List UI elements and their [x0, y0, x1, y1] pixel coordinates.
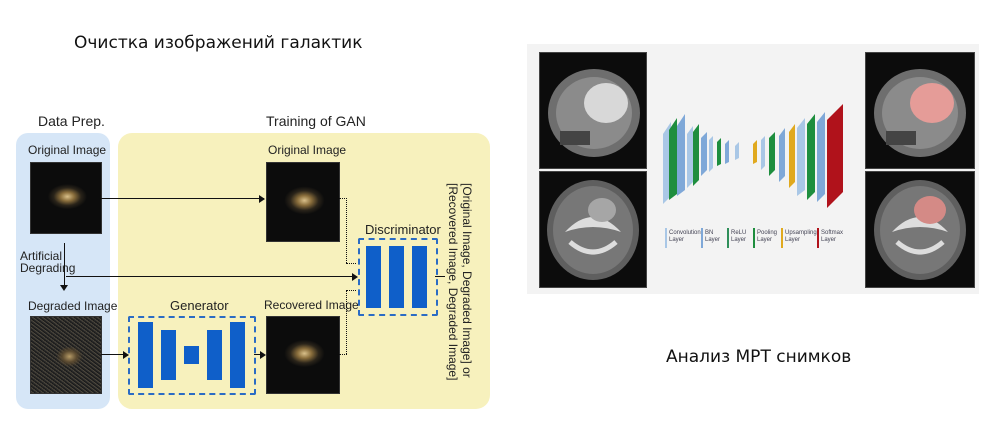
- original-to-discriminator-dotted-h: [346, 263, 356, 264]
- original-to-training-line: [101, 198, 264, 199]
- unet-legend: Convolution Layer BN Layer ReLU Layer Po…: [665, 228, 855, 252]
- legend-label: BN Layer: [705, 230, 721, 243]
- legend-swatch: [753, 228, 755, 248]
- legend-label: ReLU Layer: [731, 230, 747, 243]
- original-to-training-arrowhead: [259, 195, 265, 203]
- brain-axial-icon: [547, 180, 639, 280]
- discriminator-output-text-2: [Recovered Image, Degraded Image]: [446, 183, 460, 381]
- original-image-label: Original Image: [28, 143, 107, 157]
- discriminator-output-line: [435, 276, 445, 277]
- original-galaxy-image-2: [266, 162, 340, 242]
- gan-training-label: Training of GAN: [266, 113, 366, 129]
- recovered-galaxy-image: [266, 316, 340, 394]
- unet-encoder: [663, 114, 739, 204]
- degraded-to-generator-arrowhead: [123, 351, 129, 359]
- generator-box: [128, 316, 256, 395]
- legend-swatch: [817, 228, 819, 248]
- legend-label: Softmax Layer: [821, 230, 844, 243]
- discriminator-layer-3: [412, 246, 427, 308]
- legend-label: Convolution Layer: [669, 230, 701, 243]
- artificial-degrading-label: Artificial Degrading: [20, 249, 76, 275]
- degrading-arrowhead: [60, 285, 68, 291]
- generator-layer-5: [230, 322, 245, 388]
- degrading-arrow: [64, 243, 65, 287]
- legend-swatch: [781, 228, 783, 248]
- legend-swatch: [727, 228, 729, 248]
- generator-to-recovered-arrowhead: [260, 351, 266, 359]
- unet-decoder: [753, 104, 843, 208]
- generator-label: Generator: [170, 298, 229, 313]
- data-prep-label: Data Prep.: [38, 113, 105, 129]
- generator-layer-1: [138, 322, 153, 388]
- recovered-to-discriminator-dotted-h: [346, 290, 356, 291]
- mri-input-top: [539, 52, 647, 169]
- degraded-to-discriminator-arrowhead: [352, 273, 358, 281]
- legend-swatch: [701, 228, 703, 248]
- mri-output-bottom: [865, 171, 975, 288]
- legend-label: Upsampling Layer: [785, 230, 817, 243]
- discriminator-label: Discriminator: [365, 222, 441, 237]
- mri-output-top: [865, 52, 975, 169]
- degraded-to-generator-line: [101, 354, 127, 355]
- degraded-image-label: Degraded Image: [28, 299, 118, 313]
- degraded-to-discriminator-line: [66, 276, 356, 277]
- discriminator-layer-2: [389, 246, 404, 308]
- generator-to-recovered-line: [254, 354, 264, 355]
- brain-axial-segmented-icon: [874, 180, 966, 280]
- original-to-discriminator-dotted: [339, 198, 347, 200]
- legend-label: Pooling Layer: [757, 230, 778, 243]
- brain-sagittal-segmented-icon: [874, 69, 966, 157]
- generator-layer-3: [184, 346, 199, 364]
- recovered-image-label: Recovered Image: [264, 298, 359, 312]
- mri-figure: Convolution Layer BN Layer ReLU Layer Po…: [527, 44, 979, 294]
- generator-layer-4: [207, 330, 222, 380]
- original-galaxy-image: [30, 162, 102, 234]
- discriminator-box: [358, 238, 438, 316]
- original-to-discriminator-dotted-v: [346, 198, 348, 263]
- legend-swatch: [665, 228, 667, 248]
- discriminator-layer-1: [366, 246, 381, 308]
- recovered-to-discriminator-dotted-v: [346, 290, 348, 354]
- galaxy-section-title: Очистка изображений галактик: [74, 33, 363, 53]
- brain-sagittal-icon: [548, 69, 640, 157]
- unet-architecture: [663, 104, 843, 208]
- degraded-galaxy-image: [30, 316, 102, 394]
- original-image-label-2: Original Image: [268, 143, 347, 157]
- mri-input-bottom: [539, 171, 647, 288]
- mri-section-title: Анализ МРТ снимков: [666, 347, 852, 367]
- recovered-to-discriminator-dotted: [339, 354, 347, 355]
- discriminator-output-text-1: [Original Image, Degraded Image] or: [460, 183, 474, 378]
- generator-layer-2: [161, 330, 176, 380]
